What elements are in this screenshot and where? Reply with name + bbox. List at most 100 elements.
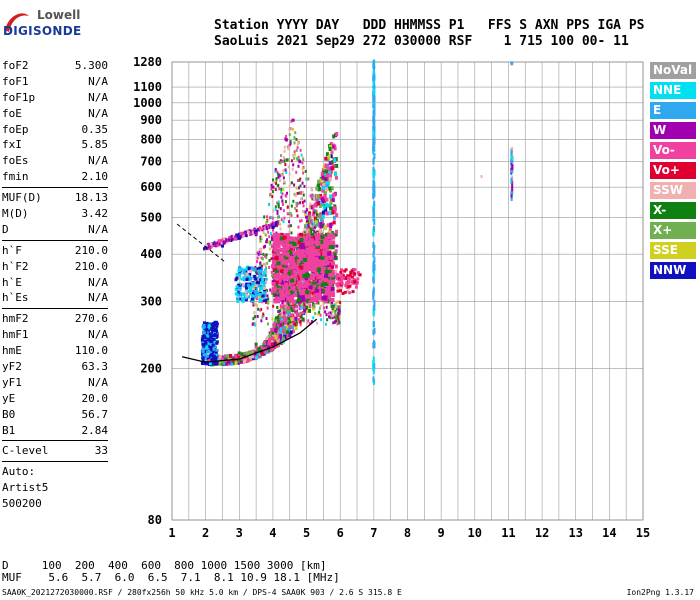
- echo-point: [239, 283, 243, 287]
- echo-point: [328, 147, 332, 152]
- echo-point: [256, 303, 259, 307]
- echo-point: [291, 285, 296, 290]
- echo-point: [310, 262, 315, 267]
- echo-point: [265, 238, 268, 242]
- echo-point: [259, 235, 262, 239]
- echo-point: [275, 182, 278, 186]
- echo-point: [219, 239, 222, 243]
- echo-point: [271, 281, 276, 286]
- param-name: foF2: [2, 59, 29, 72]
- echo-point: [290, 252, 295, 257]
- echo-point: [372, 208, 375, 215]
- echo-point: [251, 292, 255, 296]
- echo-point: [273, 235, 278, 240]
- echo-point: [334, 157, 338, 162]
- series-point: [321, 200, 325, 204]
- echo-point: [247, 266, 251, 270]
- echo-point: [278, 187, 281, 191]
- echo-point: [287, 265, 292, 270]
- echo-point: [324, 281, 329, 286]
- echo-point: [291, 153, 294, 157]
- param-row: Artist5: [2, 480, 108, 496]
- param-name: Artist5: [2, 481, 49, 495]
- echo-point: [270, 342, 274, 347]
- echo-point: [334, 269, 338, 274]
- echo-point: [302, 291, 307, 296]
- echo-point: [274, 269, 279, 274]
- echo-point: [284, 255, 289, 260]
- echo-point: [253, 274, 257, 278]
- echo-point: [286, 271, 291, 276]
- param-value: N/A: [88, 275, 108, 289]
- echo-point: [253, 284, 256, 288]
- echo-point: [325, 249, 330, 254]
- echo-point: [270, 183, 273, 187]
- echo-point: [301, 294, 306, 299]
- echo-point: [314, 312, 317, 316]
- echo-point: [325, 202, 329, 207]
- echo-point: [255, 352, 259, 357]
- echo-point: [204, 325, 208, 329]
- echo-point: [260, 250, 263, 254]
- echo-point: [233, 236, 236, 240]
- echo-point: [352, 278, 356, 282]
- echo-point: [268, 216, 271, 220]
- echo-point: [296, 268, 301, 273]
- echo-point: [353, 272, 357, 276]
- echo-point: [323, 299, 328, 304]
- echo-point: [333, 206, 337, 211]
- echo-point: [214, 362, 218, 366]
- echo-point: [309, 322, 312, 326]
- echo-point: [247, 274, 251, 278]
- echo-point: [330, 304, 333, 308]
- echo-point: [297, 280, 302, 285]
- echo-point: [313, 226, 316, 230]
- echo-point: [292, 269, 297, 274]
- param-separator: [2, 440, 108, 442]
- echo-point: [302, 193, 305, 197]
- series-point: [237, 236, 241, 240]
- echo-point: [206, 342, 210, 346]
- echo-point: [272, 272, 277, 277]
- echo-point: [279, 222, 282, 226]
- echo-point: [281, 336, 285, 341]
- legend-item-x-: X+: [650, 222, 696, 239]
- echo-point: [282, 318, 286, 323]
- echo-point: [329, 144, 333, 149]
- echo-point: [254, 290, 258, 294]
- echo-point: [330, 241, 335, 246]
- echo-point: [249, 292, 253, 296]
- echo-point: [372, 144, 375, 151]
- echo-point: [333, 209, 337, 214]
- echo-point: [302, 158, 305, 162]
- echo-point: [279, 333, 283, 338]
- echo-point: [346, 290, 350, 294]
- echo-point: [281, 315, 285, 320]
- echo-point: [372, 310, 375, 317]
- echo-point: [295, 209, 298, 213]
- echo-point: [338, 276, 342, 280]
- echo-point: [304, 213, 307, 217]
- echo-point: [254, 323, 257, 327]
- echo-point: [372, 225, 375, 232]
- echo-point: [372, 125, 375, 132]
- echo-point: [286, 286, 291, 291]
- echo-point: [245, 286, 249, 290]
- echo-point: [511, 181, 514, 188]
- param-row: 500200: [2, 496, 108, 512]
- echo-point: [251, 231, 254, 235]
- echo-point: [326, 223, 330, 228]
- distance-row: D 100 200 400 600 800 1000 1500 3000 [km…: [2, 559, 327, 572]
- echo-point: [291, 325, 295, 330]
- param-name: hmF2: [2, 312, 29, 326]
- echo-point: [304, 169, 307, 173]
- echo-point: [318, 276, 323, 281]
- param-value: N/A: [88, 106, 108, 120]
- echo-point: [315, 222, 319, 227]
- echo-point: [241, 356, 245, 361]
- echo-point: [277, 320, 281, 325]
- echo-point: [217, 361, 221, 366]
- echo-point: [314, 271, 319, 276]
- echo-point: [265, 316, 268, 320]
- echo-point: [373, 342, 376, 349]
